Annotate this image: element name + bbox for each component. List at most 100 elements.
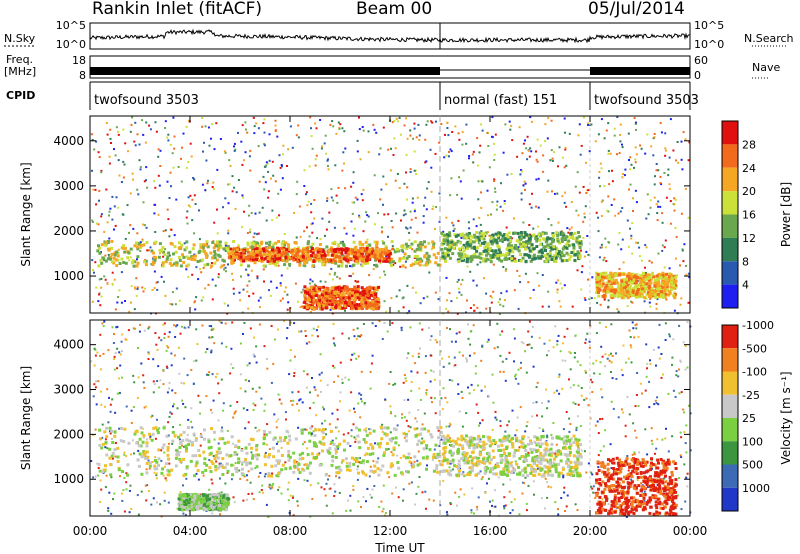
echo-speckle: [381, 510, 384, 513]
echo-speckle: [426, 187, 429, 190]
echo-region-cell: [615, 281, 619, 285]
echo-speckle: [321, 217, 324, 220]
echo-speckle: [569, 423, 572, 425]
echo-speckle: [326, 384, 329, 387]
echo-region-cell: [432, 242, 436, 245]
echo-region-cell: [473, 252, 477, 256]
echo-speckle: [211, 327, 214, 330]
echo-speckle: [462, 471, 465, 474]
echo-region-cell: [495, 241, 499, 245]
echo-speckle: [631, 453, 634, 456]
echo-region-cell: [490, 235, 494, 239]
echo-region-cell: [187, 257, 191, 260]
echo-speckle: [286, 293, 289, 296]
echo-speckle: [502, 151, 505, 154]
echo-speckle: [629, 183, 632, 186]
echo-region-cell: [135, 264, 139, 268]
echo-region-cell: [311, 242, 315, 246]
echo-speckle: [262, 268, 265, 271]
echo-speckle: [655, 169, 658, 172]
echo-region-cell: [389, 264, 393, 267]
echo-speckle: [339, 400, 341, 403]
echo-speckle: [529, 297, 532, 300]
echo-region-cell: [362, 260, 366, 264]
echo-speckle: [395, 295, 398, 298]
echo-speckle: [499, 298, 501, 301]
echo-speckle: [184, 327, 187, 330]
echo-speckle: [500, 182, 502, 185]
echo-speckle: [466, 265, 469, 268]
cpid-segment-label: twofsound 3503: [594, 93, 699, 108]
echo-speckle: [172, 116, 175, 119]
echo-speckle: [310, 127, 312, 130]
echo-speckle: [623, 174, 626, 177]
echo-speckle: [409, 168, 412, 171]
echo-speckle: [407, 398, 410, 401]
echo-region-cell: [283, 243, 286, 247]
echo-speckle: [409, 171, 412, 173]
nave-label: Nave: [752, 61, 780, 74]
echo-speckle: [143, 180, 146, 183]
echo-region-cell: [328, 296, 332, 300]
echo-speckle: [504, 504, 507, 507]
echo-speckle: [538, 426, 541, 429]
echo-speckle: [492, 263, 495, 266]
echo-speckle: [492, 290, 495, 293]
echo-speckle: [438, 459, 440, 462]
echo-speckle: [122, 176, 125, 179]
echo-speckle: [449, 194, 452, 197]
echo-speckle: [416, 420, 418, 423]
echo-region-cell: [298, 263, 302, 267]
echo-speckle: [115, 196, 118, 199]
echo-speckle: [619, 140, 622, 143]
echo-speckle: [194, 308, 197, 311]
echo-speckle: [147, 358, 150, 360]
echo-region-cell: [162, 250, 165, 254]
echo-speckle: [491, 135, 493, 138]
echo-speckle: [246, 284, 249, 287]
echo-speckle: [121, 376, 123, 379]
echo-speckle: [485, 292, 488, 295]
echo-speckle: [352, 488, 355, 491]
echo-speckle: [450, 177, 453, 180]
echo-region-cell: [388, 258, 392, 262]
echo-region-cell: [375, 307, 379, 311]
echo-speckle: [426, 120, 429, 123]
echo-speckle: [531, 192, 533, 195]
echo-speckle: [244, 121, 247, 124]
echo-speckle: [196, 343, 199, 346]
echo-region-cell: [204, 251, 208, 255]
echo-speckle: [610, 371, 612, 373]
echo-speckle: [162, 255, 165, 258]
echo-region-cell: [329, 249, 333, 253]
echo-speckle: [165, 365, 168, 368]
echo-region-cell: [318, 307, 322, 311]
echo-speckle: [267, 190, 270, 193]
echo-speckle: [339, 123, 342, 126]
echo-region-cell: [312, 307, 316, 311]
echo-speckle: [338, 126, 341, 129]
echo-region-cell: [595, 287, 599, 291]
echo-region-cell: [611, 289, 615, 293]
echo-speckle: [385, 310, 388, 313]
echo-region-cell: [120, 246, 124, 250]
echo-region-cell: [445, 233, 449, 237]
echo-speckle: [320, 390, 322, 393]
echo-speckle: [564, 146, 567, 149]
echo-region-cell: [535, 245, 539, 248]
echo-region-cell: [521, 256, 525, 260]
echo-speckle: [410, 370, 413, 373]
echo-region-cell: [116, 258, 120, 262]
echo-region-cell: [314, 293, 318, 297]
echo-region-cell: [375, 264, 379, 268]
echo-region-cell: [440, 231, 444, 235]
echo-region-cell: [344, 255, 348, 259]
echo-speckle: [442, 479, 445, 482]
echo-speckle: [443, 156, 446, 159]
echo-speckle: [143, 386, 146, 389]
echo-region-cell: [565, 235, 568, 239]
echo-speckle: [171, 389, 174, 392]
echo-speckle: [308, 235, 311, 238]
echo-speckle: [580, 249, 582, 252]
echo-speckle: [500, 292, 503, 295]
